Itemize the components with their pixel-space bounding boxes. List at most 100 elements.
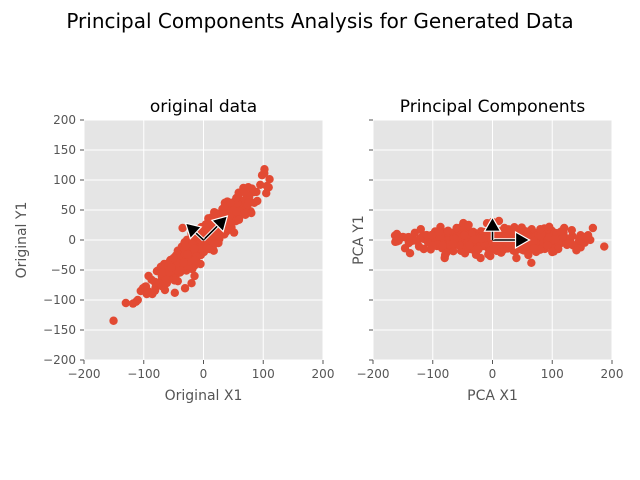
original-data-point [180, 284, 190, 293]
original-data-point [262, 189, 271, 198]
principal-components-point [404, 238, 414, 248]
original-data-point [253, 196, 262, 206]
principal-components-point [529, 236, 539, 246]
original-data-ytick-label: 100 [53, 173, 76, 187]
principal-components-point [398, 232, 408, 242]
principal-components-point [460, 230, 469, 240]
original-data-point [178, 223, 187, 233]
original-data-point [244, 183, 253, 192]
principal-components-point [529, 244, 539, 253]
original-data-point [144, 271, 153, 281]
principal-components-point [476, 253, 485, 263]
principal-components-point [464, 220, 473, 230]
principal-components-point [527, 258, 536, 267]
original-data-component-arrow [184, 222, 205, 242]
original-data-point [190, 271, 199, 281]
original-data-ytick-label: −100 [43, 293, 76, 307]
principal-components-point [524, 250, 533, 260]
principal-components-xtick-label: −100 [416, 367, 449, 381]
principal-components-point [489, 243, 499, 253]
original-data-point [256, 180, 265, 189]
original-data-point [179, 258, 188, 267]
original-data-point [121, 298, 131, 308]
original-data-point [140, 282, 150, 291]
original-data-point [167, 263, 176, 272]
original-data-component-arrow [202, 215, 229, 242]
principal-components-point [543, 241, 552, 250]
principal-components-point [583, 231, 593, 240]
original-data-points [109, 165, 274, 325]
principal-components-point [392, 237, 402, 246]
principal-components-point [510, 222, 519, 232]
principal-components-point [545, 222, 554, 231]
principal-components-point [512, 253, 521, 263]
original-data-point [226, 198, 235, 207]
principal-components-point [419, 244, 428, 254]
principal-components-component-arrow [492, 230, 531, 250]
principal-components-point [565, 238, 575, 248]
original-data-panel: −200 −100 0 100 200 −200 −150 −100 −50 0 50 100 150 2… [14, 97, 334, 404]
principal-components-point [465, 240, 474, 250]
original-data-point [160, 285, 170, 295]
original-data-point [260, 165, 269, 174]
principal-components-xlabel: PCA X1 [467, 388, 518, 404]
principal-components-xtick-label: 0 [489, 367, 497, 381]
principal-components-xtick-label: −200 [357, 367, 390, 381]
original-data-arrows [184, 215, 229, 242]
principal-components-point [440, 253, 449, 263]
principal-components-panel: −200 −100 0 100 200 Principal Components PCA… [351, 97, 623, 404]
principal-components-point [455, 241, 464, 250]
original-data-xtick-label: −200 [68, 367, 101, 381]
principal-components-arrows [483, 215, 531, 250]
principal-components-point [438, 241, 448, 250]
original-data-point [265, 174, 274, 184]
original-data-point [232, 207, 241, 217]
principal-components-point [434, 227, 444, 237]
original-data-point [241, 210, 250, 219]
principal-components-point [443, 226, 453, 236]
principal-components-point [536, 225, 545, 234]
original-data-point [196, 259, 205, 269]
principal-components-xtick-label: 100 [541, 367, 564, 381]
principal-components-point [560, 223, 569, 233]
principal-components-point [600, 242, 609, 251]
figure-title: Principal Components Analysis for Genera… [66, 9, 573, 33]
original-data-ticks: −200 −100 0 100 200 −200 −150 −100 −50 0 50 100 150 2… [43, 113, 334, 381]
original-data-xtick-label: 0 [200, 367, 208, 381]
original-data-ytick-label: −200 [43, 353, 76, 367]
principal-components-point [494, 216, 504, 226]
original-data-ytick-label: −150 [43, 323, 76, 337]
principal-components-point [477, 234, 486, 243]
original-data-point [148, 288, 157, 297]
original-data-xtick-label: −100 [127, 367, 160, 381]
original-data-ytick-label: 150 [53, 143, 76, 157]
principal-components-point [405, 249, 415, 258]
principal-components-point [474, 245, 483, 254]
original-data-ytick-label: −50 [51, 263, 76, 277]
original-data-point [169, 253, 178, 263]
principal-components-point [416, 225, 425, 234]
original-data-point [109, 316, 118, 325]
original-data-point [229, 228, 239, 237]
principal-components-point [428, 241, 437, 251]
original-data-title: original data [150, 97, 257, 117]
principal-components-point [550, 234, 560, 244]
original-data-point [183, 250, 192, 259]
principal-components-point [452, 223, 461, 233]
principal-components-point [449, 246, 458, 256]
principal-components-title: Principal Components [400, 97, 586, 117]
original-data-point [211, 208, 220, 218]
original-data-ylabel: Original Y1 [14, 202, 30, 279]
principal-components-point [448, 239, 458, 248]
principal-components-point [588, 223, 598, 233]
principal-components-point [567, 225, 577, 235]
original-data-xlabel: Original X1 [165, 388, 243, 404]
principal-components-point [470, 235, 480, 244]
original-data-point [205, 244, 214, 254]
original-data-ytick-label: 50 [61, 203, 76, 217]
original-data-point [133, 295, 142, 305]
principal-components-point [427, 230, 436, 240]
original-data-point [220, 202, 229, 212]
original-data-ytick-label: 200 [53, 113, 76, 127]
